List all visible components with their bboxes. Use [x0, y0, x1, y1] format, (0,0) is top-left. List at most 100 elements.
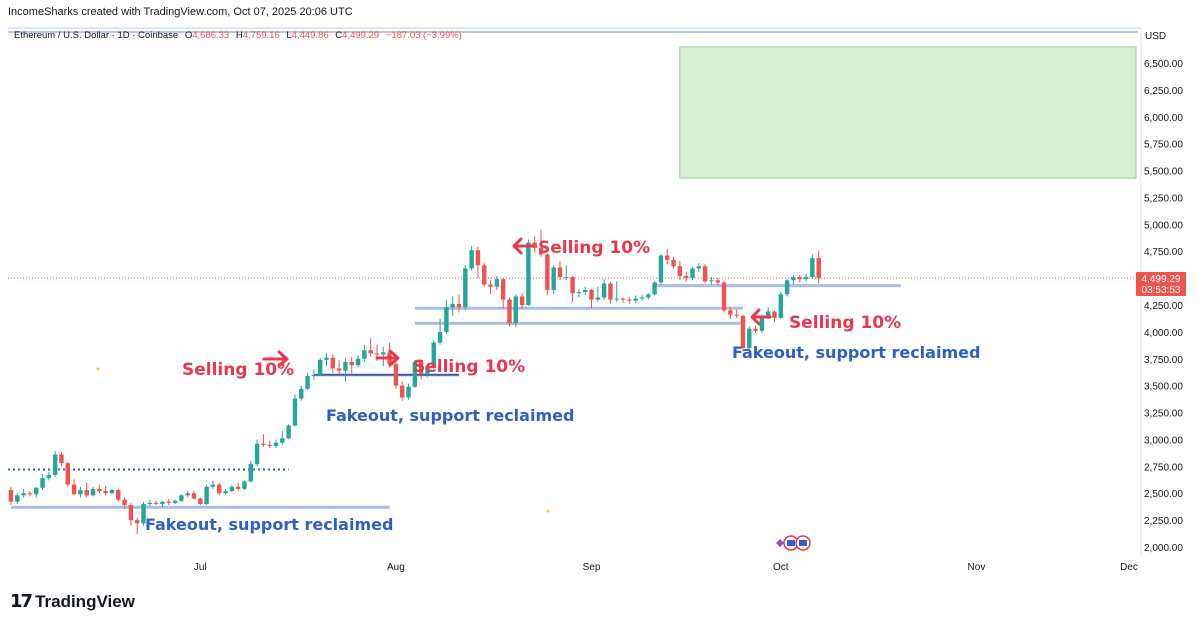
candle-body	[488, 284, 493, 287]
arrow-left-icon	[512, 237, 535, 255]
candle-body	[583, 289, 588, 293]
candle-body	[160, 501, 165, 504]
candle	[500, 278, 506, 309]
candle	[21, 488, 26, 498]
candle-body	[759, 316, 765, 331]
candle	[210, 480, 216, 489]
last-price-value: 4,499.29	[1142, 274, 1181, 285]
candle-body	[444, 307, 449, 332]
candle	[690, 267, 695, 281]
candle	[400, 381, 405, 401]
candle-body	[810, 258, 815, 278]
candle	[223, 488, 228, 495]
price-tick-label: 4,250.00	[1144, 301, 1183, 312]
candle	[526, 239, 531, 307]
candle	[198, 497, 203, 506]
candle-body	[324, 357, 329, 360]
candle	[248, 460, 253, 483]
candle-body	[254, 443, 260, 465]
candle	[292, 394, 298, 427]
candle	[683, 271, 689, 282]
support-level-line[interactable]	[414, 321, 743, 325]
candle-body	[437, 331, 443, 343]
tradingview-brand: TradingView	[35, 591, 135, 611]
candle	[109, 488, 115, 495]
candle	[469, 245, 474, 271]
candle-body	[728, 310, 733, 315]
price-tick-label: 5,500.00	[1144, 167, 1183, 178]
candle	[810, 254, 815, 280]
price-tick-label: 6,500.00	[1144, 59, 1183, 70]
candle	[778, 292, 784, 319]
candle-body	[652, 282, 657, 295]
top-range-line	[8, 31, 1138, 33]
candle	[59, 452, 64, 467]
candle-body	[791, 277, 796, 281]
candle	[71, 479, 77, 496]
candle	[204, 484, 209, 506]
candle-body	[217, 484, 222, 494]
candle-body	[551, 267, 556, 290]
candle	[280, 430, 285, 445]
candle	[620, 297, 626, 303]
candle	[671, 256, 676, 269]
candle	[267, 440, 272, 449]
candle	[797, 274, 802, 283]
candle-body	[191, 493, 197, 499]
candle-body	[456, 303, 462, 308]
candle	[728, 307, 733, 319]
candle	[740, 314, 746, 352]
candle-body	[715, 280, 720, 283]
candle-body	[109, 489, 115, 494]
candle-body	[734, 314, 739, 316]
legend-symbol: Ethereum / U.S. Dollar · 1D · Coinbase	[14, 30, 178, 41]
annotation-fakeout-3: Fakeout, support reclaimed	[732, 343, 980, 362]
candle-body	[507, 299, 512, 324]
candle	[665, 249, 670, 265]
support-level-line[interactable]	[11, 505, 390, 509]
candle	[27, 491, 33, 497]
candle-body	[343, 362, 348, 371]
candle	[564, 265, 569, 281]
candle-body	[198, 498, 203, 504]
target-zone-box[interactable]	[679, 46, 1137, 179]
candle	[122, 497, 127, 509]
legend-open-label: O	[185, 30, 192, 41]
tradingview-logo-icon: 𝟭𝟳	[10, 591, 33, 611]
candle-body	[614, 298, 619, 300]
economic-events-icon[interactable]	[776, 535, 811, 551]
candle-body	[273, 442, 279, 446]
annotation-selling-2: Selling 10%	[413, 357, 525, 377]
candle-body	[740, 315, 746, 349]
time-tick-label: Nov	[968, 562, 986, 573]
candle	[330, 354, 336, 373]
time-tick-label: Jul	[194, 562, 207, 573]
support-level-line[interactable]	[654, 284, 901, 288]
candle-body	[608, 283, 613, 300]
legend-change: −187.03 (−3.99%)	[386, 30, 462, 41]
candle	[78, 486, 83, 498]
candle	[734, 309, 739, 318]
candle	[507, 297, 512, 327]
marker-dot	[546, 509, 550, 513]
candle-body	[34, 487, 39, 495]
candle	[551, 265, 556, 295]
currency-label: USD	[1145, 31, 1166, 42]
price-tick-label: 2,250.00	[1144, 516, 1183, 527]
candle-body	[696, 266, 701, 269]
candle-body	[690, 268, 695, 279]
candle	[715, 278, 720, 285]
candle-body	[816, 258, 821, 279]
candle-body	[601, 283, 607, 298]
support-level-line[interactable]	[414, 306, 743, 310]
candle	[570, 275, 575, 302]
candle-body	[336, 368, 342, 371]
candle-body	[52, 454, 58, 475]
candle	[103, 485, 108, 496]
candle	[286, 424, 291, 440]
candle	[463, 265, 468, 311]
candle	[519, 293, 525, 310]
candle	[90, 486, 96, 497]
candle	[589, 288, 594, 309]
